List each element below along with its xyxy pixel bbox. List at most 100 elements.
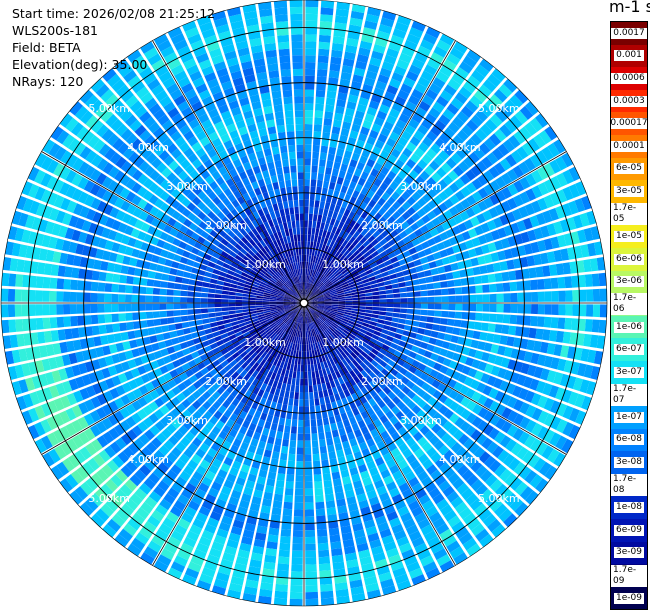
gate-cell <box>370 283 378 289</box>
gate-cell <box>404 421 414 431</box>
gate-cell <box>251 196 259 205</box>
gate-cell <box>395 119 407 130</box>
gate-cell <box>338 512 349 521</box>
gate-cell <box>274 437 282 446</box>
gate-cell <box>204 72 217 83</box>
gate-cell <box>194 226 204 235</box>
gate-cell <box>209 322 218 328</box>
gate-cell <box>278 459 287 468</box>
gate-cell <box>352 359 359 367</box>
gate-cell <box>243 225 251 234</box>
gate-cell <box>504 119 518 133</box>
gate-cell <box>177 549 191 561</box>
gate-cell <box>262 427 270 436</box>
gate-cell <box>386 225 395 234</box>
gate-cell <box>386 307 394 312</box>
gate-cell <box>305 289 309 297</box>
gate-cell <box>373 178 383 188</box>
gate-cell <box>355 252 363 260</box>
gate-cell <box>194 286 202 292</box>
gate-cell <box>377 372 386 381</box>
gate-cell <box>366 158 376 168</box>
gate-cell <box>108 427 120 440</box>
gate-cell <box>167 26 183 39</box>
gate-cell <box>549 264 558 276</box>
gate-cell <box>208 288 216 294</box>
gate-cell <box>314 349 318 357</box>
gate-cell <box>351 4 366 14</box>
gate-cell <box>252 236 260 244</box>
gate-cell <box>369 389 378 398</box>
gate-cell <box>181 488 193 500</box>
gate-cell <box>79 338 89 350</box>
gate-cell <box>460 488 474 501</box>
gate-cell <box>304 316 307 324</box>
gate-cell <box>396 381 406 391</box>
gate-cell <box>267 436 275 445</box>
gate-cell <box>411 212 421 222</box>
gate-cell <box>483 455 496 468</box>
gate-cell <box>21 289 29 302</box>
gate-cell <box>162 332 171 340</box>
gate-cell <box>140 552 155 565</box>
gate-cell <box>47 400 59 414</box>
gate-cell <box>266 243 273 251</box>
gate-cell <box>348 280 356 286</box>
gate-cell <box>256 293 264 297</box>
gate-cell <box>232 136 242 146</box>
gate-cell <box>453 214 464 225</box>
gate-cell <box>419 425 430 436</box>
gate-cell <box>237 149 247 158</box>
gate-cell <box>453 552 468 565</box>
gate-cell <box>359 340 368 348</box>
gate-cell <box>256 290 264 295</box>
gate-cell <box>542 210 553 224</box>
gate-cell <box>135 451 148 463</box>
gate-cell <box>531 422 543 437</box>
gate-cell <box>424 165 435 176</box>
gate-cell <box>35 276 44 289</box>
gate-cell <box>330 133 339 142</box>
gate-cell <box>364 231 372 240</box>
gate-cell <box>252 431 261 441</box>
gate-cell <box>390 148 401 159</box>
gate-cell <box>125 285 133 294</box>
gate-cell <box>293 398 299 407</box>
gate-cell <box>371 123 382 133</box>
gate-cell <box>382 386 392 395</box>
gate-cell <box>78 161 90 175</box>
gate-cell <box>467 276 476 285</box>
gate-cell <box>293 509 303 517</box>
gate-cell <box>187 285 196 291</box>
gate-cell <box>333 330 340 337</box>
gate-cell <box>568 391 579 406</box>
gate-cell <box>441 341 451 350</box>
gate-cell <box>395 185 405 196</box>
gate-cell <box>222 172 232 182</box>
gate-cell <box>85 442 98 456</box>
gate-cell <box>305 89 315 97</box>
gate-cell <box>289 320 294 327</box>
gate-cell <box>343 150 353 159</box>
gate-cell <box>346 187 354 196</box>
gate-cell <box>414 147 425 158</box>
gate-cell <box>58 225 68 238</box>
gate-cell <box>282 515 292 523</box>
gate-cell <box>394 499 407 511</box>
gate-cell <box>489 400 500 413</box>
gate-cell <box>234 268 243 275</box>
gate-cell <box>231 371 240 380</box>
gate-cell <box>450 335 459 344</box>
gate-cell <box>453 381 464 392</box>
gate-cell <box>328 335 335 342</box>
gate-cell <box>332 364 339 373</box>
gate-cell <box>347 431 356 441</box>
gate-cell <box>313 384 318 392</box>
gate-cell <box>259 223 267 232</box>
gate-cell <box>228 291 236 296</box>
gate-cell <box>358 47 371 57</box>
gate-cell <box>443 333 452 342</box>
gate-cell <box>173 500 186 512</box>
gate-cell <box>273 240 279 248</box>
gate-cell <box>283 274 289 281</box>
